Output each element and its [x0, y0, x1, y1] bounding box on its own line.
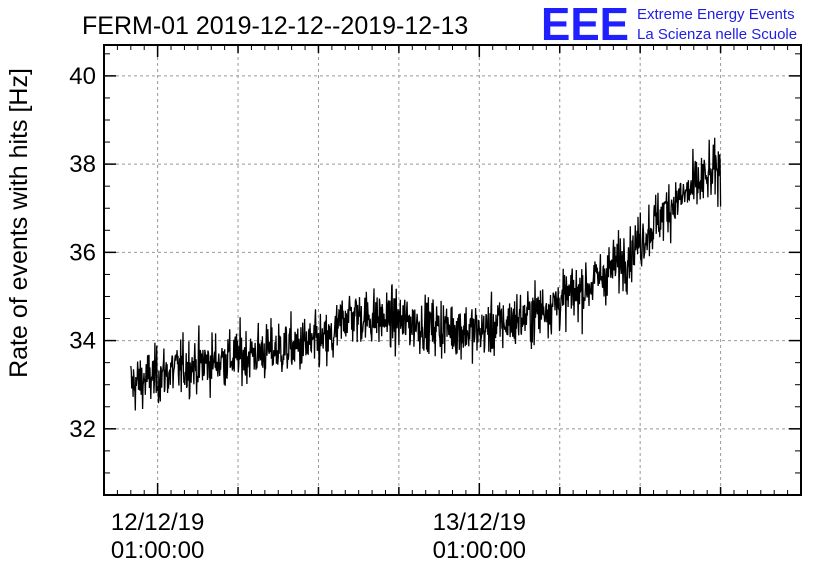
- x-tick-label-date: 13/12/19: [433, 509, 526, 536]
- logo-mark: EEE: [541, 0, 629, 50]
- y-tick-label: 32: [69, 416, 96, 443]
- chart-title: FERM-01 2019-12-12--2019-12-13: [82, 12, 468, 40]
- logo-line1: Extreme Energy Events: [637, 6, 795, 23]
- y-tick-label: 40: [69, 63, 96, 90]
- x-tick-label-date: 12/12/19: [111, 509, 204, 536]
- plot-frame: [103, 44, 802, 496]
- series-layer: [130, 137, 722, 411]
- logo-line2: La Scienza nelle Scuole: [637, 26, 797, 43]
- x-tick-label-time: 01:00:00: [433, 537, 526, 564]
- y-tick-label: 38: [69, 151, 96, 178]
- eee-logo: EEE Extreme Energy Events La Scienza nel…: [541, 0, 797, 50]
- y-tick-label: 36: [69, 239, 96, 266]
- grid: [104, 45, 802, 495]
- y-axis-label: Rate of events with hits [Hz]: [5, 68, 33, 378]
- series-line: [130, 137, 722, 411]
- x-tick-label-time: 01:00:00: [111, 537, 204, 564]
- y-tick-label: 34: [69, 328, 96, 355]
- y-axis: 32 34 36 38 40: [69, 53, 801, 496]
